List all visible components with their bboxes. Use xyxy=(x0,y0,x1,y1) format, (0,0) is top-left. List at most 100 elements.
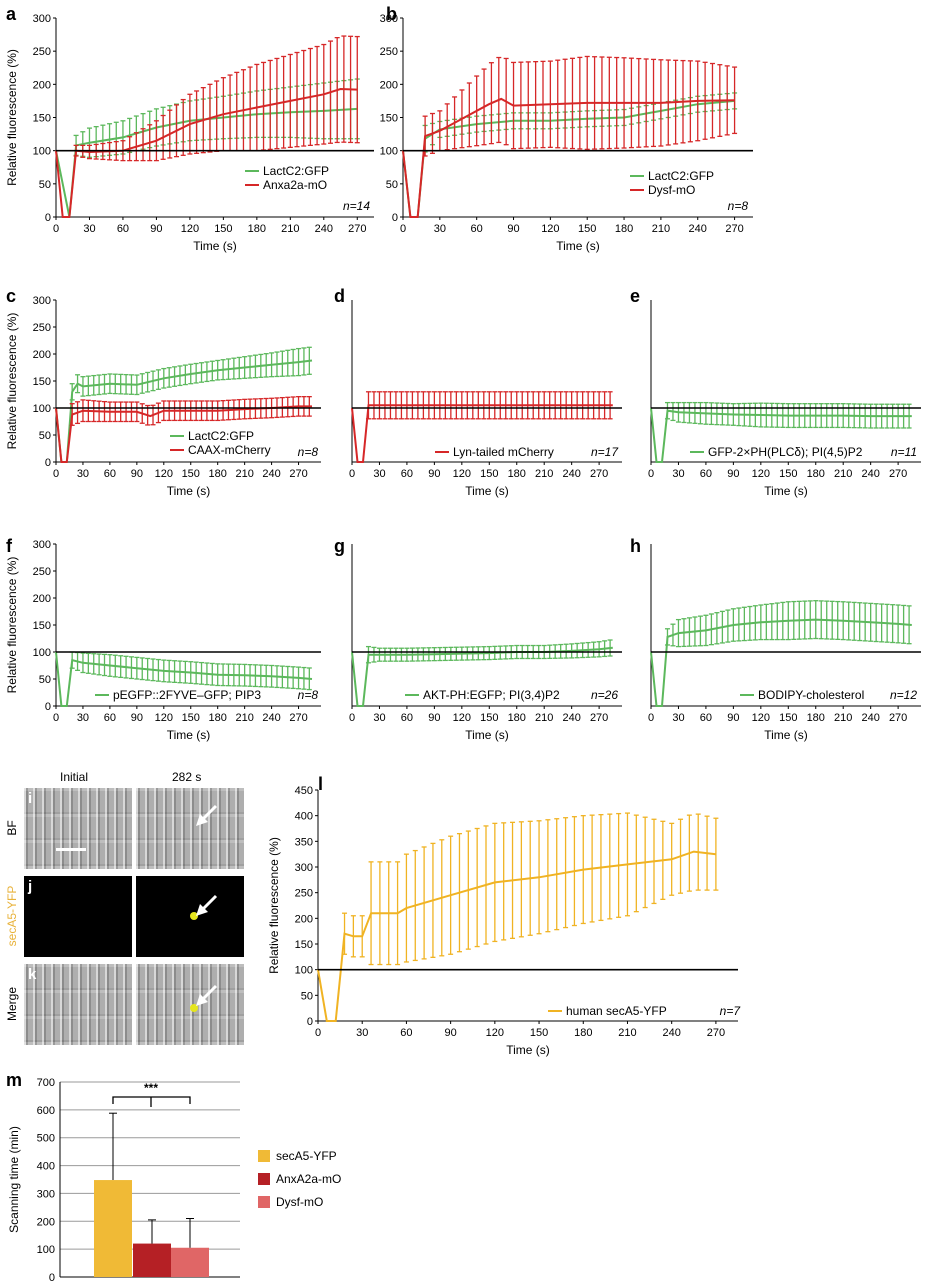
panel-label-l: l xyxy=(318,774,323,794)
x-tick-label: 240 xyxy=(562,468,580,480)
x-tick-label: 180 xyxy=(508,468,526,480)
y-tick-label: 300 xyxy=(37,1188,55,1200)
x-tick-label: 240 xyxy=(689,223,707,235)
x-tick-label: 90 xyxy=(428,712,440,724)
x-tick-label: 180 xyxy=(807,712,825,724)
arrow-icon xyxy=(190,984,218,1012)
x-tick-label: 30 xyxy=(373,468,385,480)
y-tick-label: 300 xyxy=(380,13,398,25)
legend-label: Anxa2a-mO xyxy=(263,178,327,192)
panel-label-a: a xyxy=(6,4,17,24)
x-tick-label: 90 xyxy=(727,712,739,724)
panel-label-j: j xyxy=(28,878,33,895)
x-tick-label: 210 xyxy=(834,712,852,724)
x-tick-label: 30 xyxy=(77,468,89,480)
y-tick-label: 0 xyxy=(45,457,51,469)
x-tick-label: 240 xyxy=(262,712,280,724)
col-label-282s: 282 s xyxy=(172,770,202,784)
x-tick-label: 180 xyxy=(615,223,633,235)
panel-label-c: c xyxy=(6,286,16,306)
series-line xyxy=(402,97,735,218)
x-tick-label: 180 xyxy=(209,712,227,724)
legend-label: human secA5-YFP xyxy=(566,1004,667,1018)
micrograph-bf-initial: i xyxy=(24,788,132,869)
n-label: n=11 xyxy=(891,445,917,459)
chart-a: a 0 50 100 150 200 250 300 0 30 60 90 120 150 180 210 24… xyxy=(5,4,374,253)
x-tick-label: 0 xyxy=(648,468,654,480)
x-tick-label: 0 xyxy=(53,223,59,235)
x-tick-label: 240 xyxy=(315,223,333,235)
y-tick-label: 300 xyxy=(33,13,51,25)
y-tick-label: 200 xyxy=(380,79,398,91)
x-tick-label: 30 xyxy=(83,223,95,235)
y-tick-label: 250 xyxy=(33,322,51,334)
y-tick-label: 250 xyxy=(33,566,51,578)
y-tick-label: 50 xyxy=(39,674,51,686)
chart-m: m 0 100 200 300 400 500 600 700 Scanning time (mi… xyxy=(6,1070,341,1283)
y-tick-label: 150 xyxy=(295,939,313,951)
x-tick-label: 30 xyxy=(434,223,446,235)
chart-g: g 0 30 60 90 120 150 180 210 240 270 Time (s) AKT-PH… xyxy=(334,536,622,742)
y-tick-label: 700 xyxy=(37,1077,55,1089)
y-tick-label: 100 xyxy=(33,146,51,158)
y-tick-label: 100 xyxy=(37,1244,55,1256)
col-label-initial: Initial xyxy=(60,770,89,784)
legend-label: AKT-PH:EGFP; PI(3,4)P2 xyxy=(423,688,560,702)
y-tick-label: 100 xyxy=(380,146,398,158)
micrograph-yfp-initial: j xyxy=(24,876,132,957)
y-tick-label: 0 xyxy=(392,212,398,224)
y-tick-label: 200 xyxy=(33,593,51,605)
arrow-icon xyxy=(190,894,218,920)
y-tick-label: 300 xyxy=(33,539,51,551)
y-tick-label: 300 xyxy=(295,862,313,874)
y-tick-label: 350 xyxy=(295,836,313,848)
x-tick-label: 270 xyxy=(725,223,743,235)
x-tick-label: 270 xyxy=(348,223,366,235)
x-tick-label: 0 xyxy=(53,712,59,724)
x-tick-label: 240 xyxy=(262,468,280,480)
x-axis-label: Time (s) xyxy=(764,728,808,742)
x-tick-label: 60 xyxy=(104,712,116,724)
y-tick-label: 150 xyxy=(33,113,51,125)
y-tick-label: 100 xyxy=(295,965,313,977)
panel-label-i: i xyxy=(28,790,33,807)
x-tick-label: 150 xyxy=(182,712,200,724)
y-axis-label: Relative fluorescence (%) xyxy=(267,837,281,974)
y-tick-label: 250 xyxy=(380,46,398,58)
x-axis-label: Time (s) xyxy=(556,239,600,253)
x-tick-label: 30 xyxy=(373,712,385,724)
x-tick-label: 0 xyxy=(400,223,406,235)
x-tick-label: 150 xyxy=(214,223,232,235)
y-tick-label: 250 xyxy=(33,46,51,58)
x-tick-label: 180 xyxy=(574,1027,592,1039)
legend-label: LactC2:GFP xyxy=(648,169,714,183)
panel-label-e: e xyxy=(630,286,640,306)
legend-label: secA5-YFP xyxy=(276,1149,337,1163)
chart-l: l 0 50 100 150 200 250 300 350 400 450 0 30 60 90 120 15… xyxy=(267,774,741,1057)
scale-bar xyxy=(56,848,86,851)
panel-label-f: f xyxy=(6,536,13,556)
y-tick-label: 100 xyxy=(33,403,51,415)
legend-label: pEGFP::2FYVE–GFP; PIP3 xyxy=(113,688,261,702)
legend-label: GFP-2×PH(PLCδ); PI(4,5)P2 xyxy=(708,445,863,459)
x-tick-label: 0 xyxy=(315,1027,321,1039)
y-tick-label: 200 xyxy=(37,1216,55,1228)
chart-d: d 0 30 60 90 120 150 180 210 240 270 Time (s) Lyn-ta… xyxy=(334,286,622,498)
x-tick-label: 240 xyxy=(663,1027,681,1039)
n-label: n=7 xyxy=(720,1004,742,1018)
y-axis-label: Scanning time (min) xyxy=(7,1126,21,1233)
x-tick-label: 270 xyxy=(590,468,608,480)
legend-swatch xyxy=(258,1196,270,1208)
y-tick-label: 250 xyxy=(295,888,313,900)
chart-c: c 0 50 100 150 200 250 300 0 30 60 90 120 150 180 210 24… xyxy=(5,286,321,498)
x-tick-label: 210 xyxy=(235,468,253,480)
y-tick-label: 200 xyxy=(33,79,51,91)
y-tick-label: 50 xyxy=(386,179,398,191)
n-label: n=8 xyxy=(298,688,319,702)
x-tick-label: 90 xyxy=(131,712,143,724)
panel-label-k: k xyxy=(28,966,37,983)
row-label: Merge xyxy=(5,987,19,1021)
y-tick-label: 400 xyxy=(37,1161,55,1173)
chart-e: e 0 30 60 90 120 150 180 210 240 270 Time (s) GFP-2×… xyxy=(630,286,921,498)
